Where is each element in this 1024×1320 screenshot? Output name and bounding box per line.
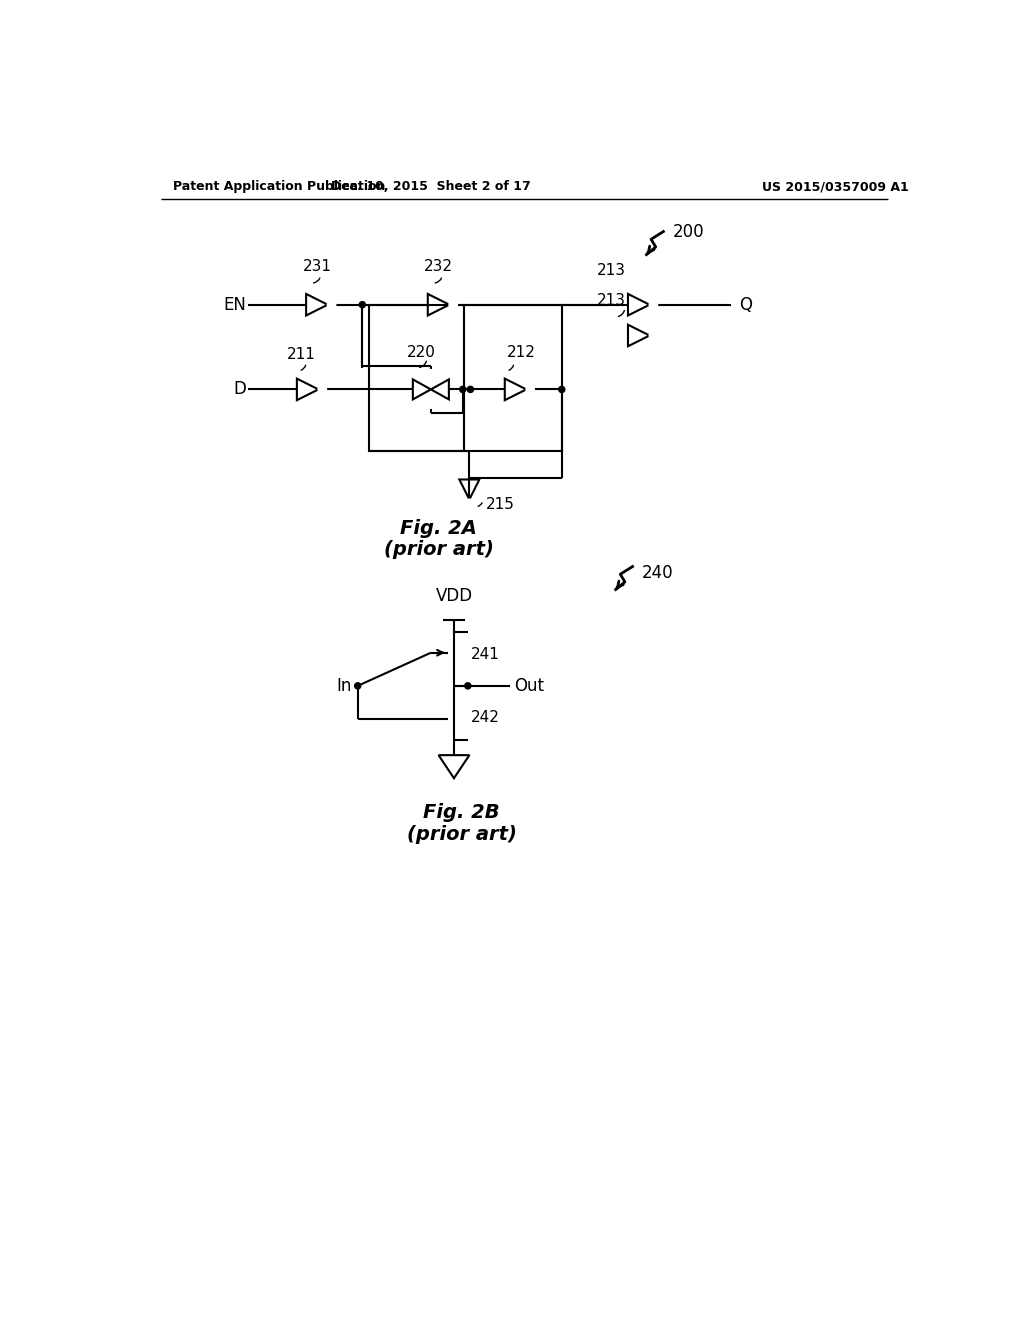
Circle shape (427, 396, 435, 404)
Text: 241: 241 (471, 647, 500, 661)
Text: 211: 211 (287, 347, 316, 362)
Text: 213: 213 (597, 293, 626, 309)
Text: 215: 215 (485, 498, 515, 512)
Text: Fig. 2A: Fig. 2A (400, 519, 477, 537)
Circle shape (467, 387, 473, 392)
Text: Dec. 10, 2015  Sheet 2 of 17: Dec. 10, 2015 Sheet 2 of 17 (331, 181, 530, 194)
Circle shape (559, 387, 565, 392)
Text: Fig. 2B: Fig. 2B (423, 804, 500, 822)
Text: Patent Application Publication: Patent Application Publication (173, 181, 385, 194)
Circle shape (450, 301, 457, 309)
Text: 213: 213 (597, 263, 626, 277)
Text: 212: 212 (507, 345, 537, 360)
Text: D: D (233, 380, 246, 399)
Text: US 2015/0357009 A1: US 2015/0357009 A1 (762, 181, 908, 194)
Text: Out: Out (514, 677, 544, 694)
Circle shape (359, 302, 366, 308)
Circle shape (427, 376, 435, 383)
Circle shape (526, 385, 535, 393)
Text: (prior art): (prior art) (407, 825, 516, 843)
Circle shape (354, 682, 360, 689)
Circle shape (318, 385, 326, 393)
Circle shape (649, 301, 657, 309)
Text: 231: 231 (302, 259, 332, 273)
Text: 232: 232 (424, 259, 453, 273)
Text: 240: 240 (642, 564, 674, 582)
Text: (prior art): (prior art) (384, 540, 494, 560)
Text: EN: EN (223, 296, 246, 314)
Text: Q: Q (739, 296, 752, 314)
Circle shape (328, 301, 336, 309)
Text: 200: 200 (673, 223, 705, 240)
Circle shape (466, 499, 473, 507)
Circle shape (460, 387, 466, 392)
Text: 220: 220 (408, 345, 436, 360)
Bar (370, 305, 562, 451)
Text: 242: 242 (471, 710, 500, 725)
Circle shape (649, 331, 657, 339)
Circle shape (465, 682, 471, 689)
Text: VDD: VDD (435, 587, 472, 605)
Text: In: In (336, 677, 351, 694)
